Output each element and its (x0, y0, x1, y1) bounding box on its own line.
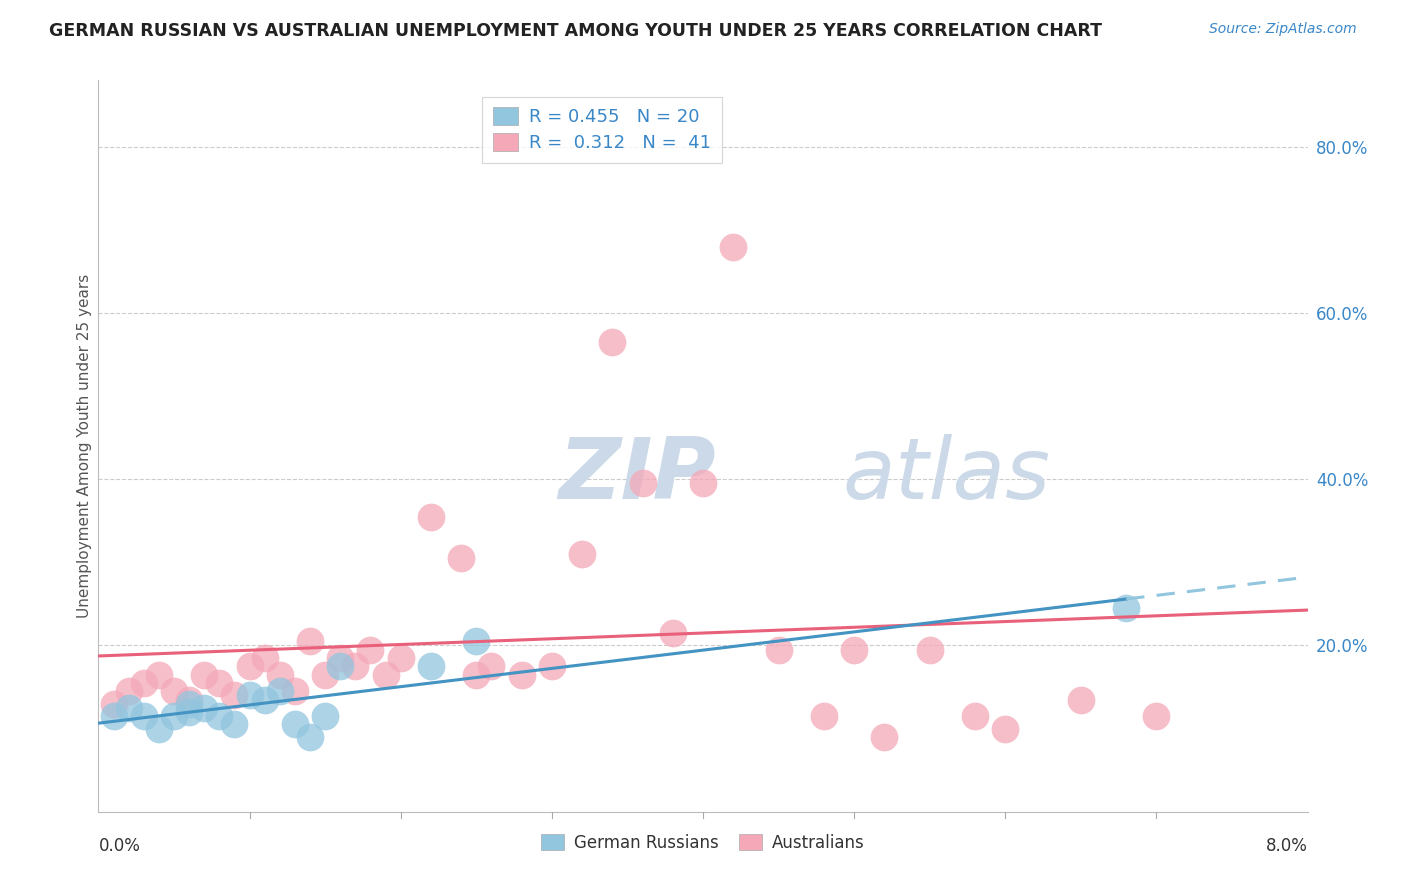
Point (510, 667, 533, 681)
Point (344, 659, 367, 673)
Point (1070, 692, 1092, 706)
Point (132, 676, 155, 690)
Point (299, 730, 322, 744)
Point (284, 684, 307, 698)
Point (692, 476, 714, 491)
Point (314, 709, 336, 723)
Point (253, 692, 276, 706)
Point (193, 667, 215, 681)
Legend: German Russians, Australians: German Russians, Australians (534, 827, 872, 858)
Point (299, 634, 322, 648)
Point (224, 689, 246, 703)
Point (148, 667, 170, 681)
Point (965, 709, 987, 723)
Point (208, 676, 231, 690)
Point (994, 722, 1017, 736)
Text: 0.0%: 0.0% (98, 837, 141, 855)
Point (148, 722, 170, 736)
Point (269, 684, 291, 698)
Point (389, 651, 412, 665)
Point (420, 659, 443, 673)
Text: ZIP: ZIP (558, 434, 716, 516)
Point (329, 651, 352, 665)
Point (465, 667, 488, 681)
Point (329, 659, 352, 673)
Point (661, 626, 683, 640)
Point (118, 684, 141, 698)
Y-axis label: Unemployment Among Youth under 25 years: Unemployment Among Youth under 25 years (77, 274, 91, 618)
Point (602, 335, 624, 350)
Point (844, 642, 866, 657)
Text: Source: ZipAtlas.com: Source: ZipAtlas.com (1209, 22, 1357, 37)
Point (208, 709, 231, 723)
Point (360, 642, 382, 657)
Text: GERMAN RUSSIAN VS AUSTRALIAN UNEMPLOYMENT AMONG YOUTH UNDER 25 YEARS CORRELATION: GERMAN RUSSIAN VS AUSTRALIAN UNEMPLOYMEN… (49, 22, 1102, 40)
Point (450, 551, 472, 566)
Point (163, 709, 186, 723)
Point (723, 239, 745, 253)
Point (768, 642, 790, 657)
Text: atlas: atlas (842, 434, 1050, 516)
Point (179, 705, 201, 719)
Point (269, 667, 291, 681)
Point (132, 709, 155, 723)
Point (103, 697, 125, 711)
Point (103, 709, 125, 723)
Point (239, 659, 262, 673)
Point (420, 509, 443, 524)
Point (193, 701, 215, 715)
Point (873, 730, 896, 744)
Point (1115, 601, 1137, 615)
Point (1146, 709, 1168, 723)
Point (918, 642, 941, 657)
Point (631, 476, 654, 491)
Point (179, 697, 201, 711)
Point (253, 651, 276, 665)
Point (813, 709, 835, 723)
Point (284, 717, 307, 731)
Point (540, 659, 562, 673)
Point (118, 701, 141, 715)
Text: 8.0%: 8.0% (1265, 837, 1308, 855)
Point (374, 667, 396, 681)
Point (179, 692, 201, 706)
Point (224, 717, 246, 731)
Point (314, 667, 336, 681)
Point (571, 547, 593, 561)
Point (163, 684, 186, 698)
Point (481, 659, 503, 673)
Point (239, 689, 262, 703)
Point (465, 634, 488, 648)
